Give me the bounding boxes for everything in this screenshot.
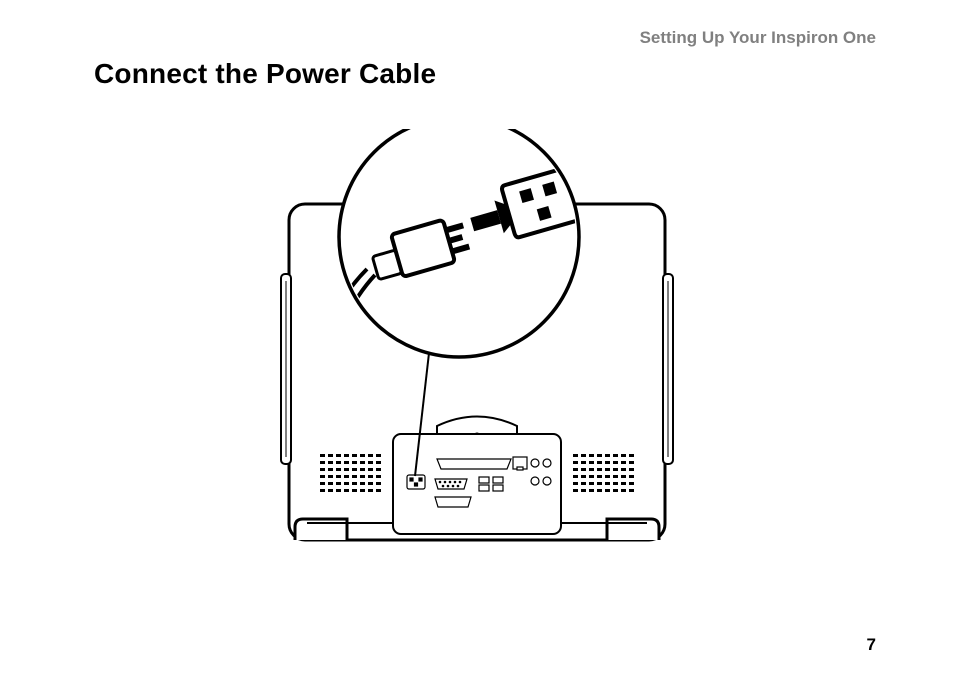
- port-usb-3: [493, 477, 503, 483]
- diagram-svg: [177, 129, 777, 609]
- running-header: Setting Up Your Inspiron One: [640, 28, 876, 48]
- port-serial: [435, 479, 467, 489]
- page-number: 7: [867, 635, 876, 655]
- port-audio-3: [531, 477, 539, 485]
- port-power-inlet: [407, 475, 425, 489]
- port-audio-1: [531, 459, 539, 467]
- port-audio-4: [543, 477, 551, 485]
- manual-page: Setting Up Your Inspiron One Connect the…: [0, 0, 954, 677]
- callout-circle: [339, 129, 579, 357]
- illustration: [0, 120, 954, 617]
- port-audio-2: [543, 459, 551, 467]
- port-usb-1: [479, 477, 489, 483]
- port-ethernet: [513, 457, 527, 470]
- port-usb-4: [493, 485, 503, 491]
- port-parallel: [437, 459, 511, 469]
- port-usb-2: [479, 485, 489, 491]
- page-title: Connect the Power Cable: [94, 58, 436, 90]
- port-vga: [435, 497, 471, 507]
